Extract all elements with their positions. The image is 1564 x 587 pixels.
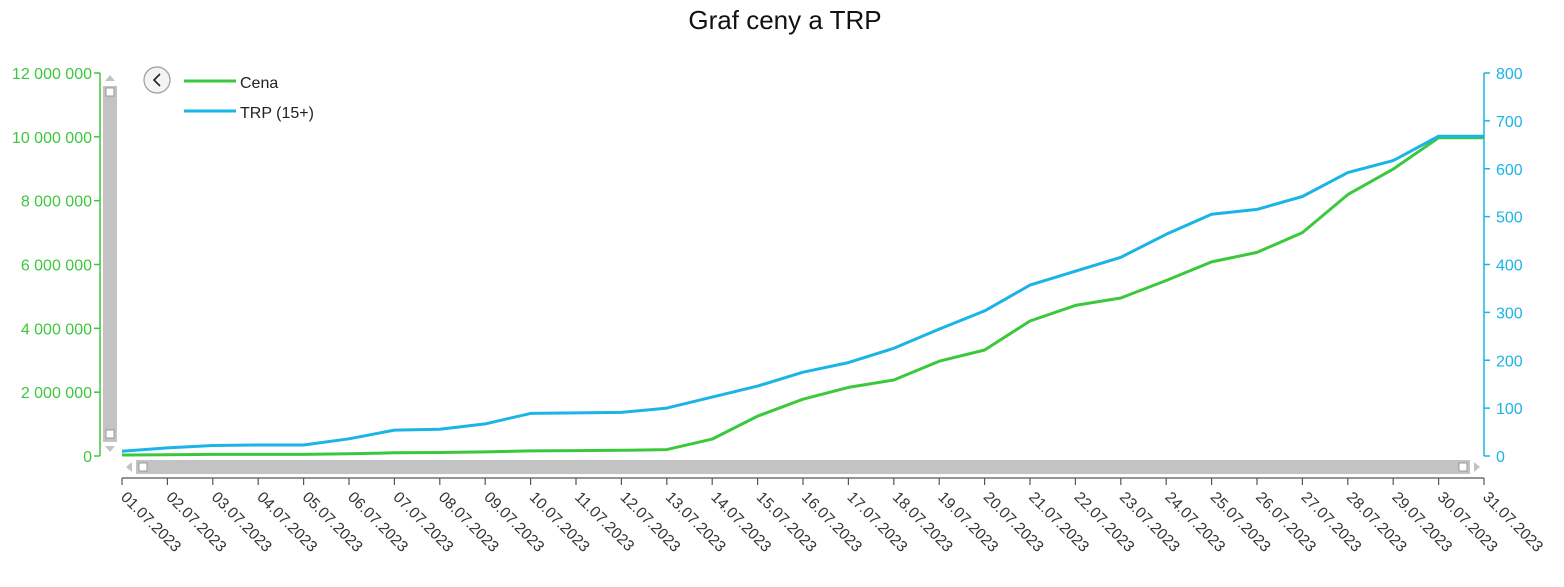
y-right-tick-label: 600 xyxy=(1496,162,1523,179)
legend-collapse-button[interactable] xyxy=(143,66,171,94)
series-line-trp xyxy=(121,134,1484,453)
series-line-cena xyxy=(121,136,1484,457)
y-left-tick-label: 12 000 000 xyxy=(12,66,92,83)
horizontal-scrollbar-track[interactable] xyxy=(136,460,1470,474)
horizontal-scrollbar-handle-left[interactable] xyxy=(138,462,148,472)
y-right-tick-label: 100 xyxy=(1496,401,1523,418)
vertical-scrollbar-handle-bottom[interactable] xyxy=(105,429,115,439)
chart-title: Graf ceny a TRP xyxy=(688,5,881,35)
axes: 0 2 000 000 4 000 000 6 000 000 8 000 000 10 … xyxy=(12,66,1546,556)
scroll-left-arrow-icon[interactable] xyxy=(126,462,132,472)
y-right-tick-label: 800 xyxy=(1496,66,1523,83)
y-left-tick-label: 6 000 000 xyxy=(21,258,92,275)
legend-label-trp: TRP (15+) xyxy=(240,105,314,122)
y-left-tick-label: 2 000 000 xyxy=(21,385,92,402)
y-left-tick-label: 10 000 000 xyxy=(12,130,92,147)
scroll-up-arrow-icon[interactable] xyxy=(105,75,115,81)
y-right-tick-label: 300 xyxy=(1496,305,1523,322)
horizontal-scrollbar-handle-right[interactable] xyxy=(1458,462,1468,472)
y-right-tick-label: 400 xyxy=(1496,258,1523,275)
legend: Cena TRP (15+) xyxy=(143,66,314,122)
legend-label-cena: Cena xyxy=(240,75,278,92)
vertical-scrollbar-handle-top[interactable] xyxy=(105,87,115,97)
y-left-tick-label: 0 xyxy=(83,449,92,466)
y-right-tick-label: 500 xyxy=(1496,210,1523,227)
scroll-right-arrow-icon[interactable] xyxy=(1474,462,1480,472)
scroll-down-arrow-icon[interactable] xyxy=(105,446,115,452)
vertical-scrollbar[interactable] xyxy=(103,75,117,452)
chevron-left-icon xyxy=(152,73,161,87)
y-right-tick-label: 200 xyxy=(1496,353,1523,370)
plot-area xyxy=(121,134,1484,457)
y-left-tick-label: 8 000 000 xyxy=(21,194,92,211)
y-right-tick-label: 700 xyxy=(1496,114,1523,131)
horizontal-scrollbar[interactable] xyxy=(126,460,1480,474)
vertical-scrollbar-track[interactable] xyxy=(103,86,117,442)
y-right-tick-label: 0 xyxy=(1496,449,1505,466)
y-left-tick-label: 4 000 000 xyxy=(21,321,92,338)
